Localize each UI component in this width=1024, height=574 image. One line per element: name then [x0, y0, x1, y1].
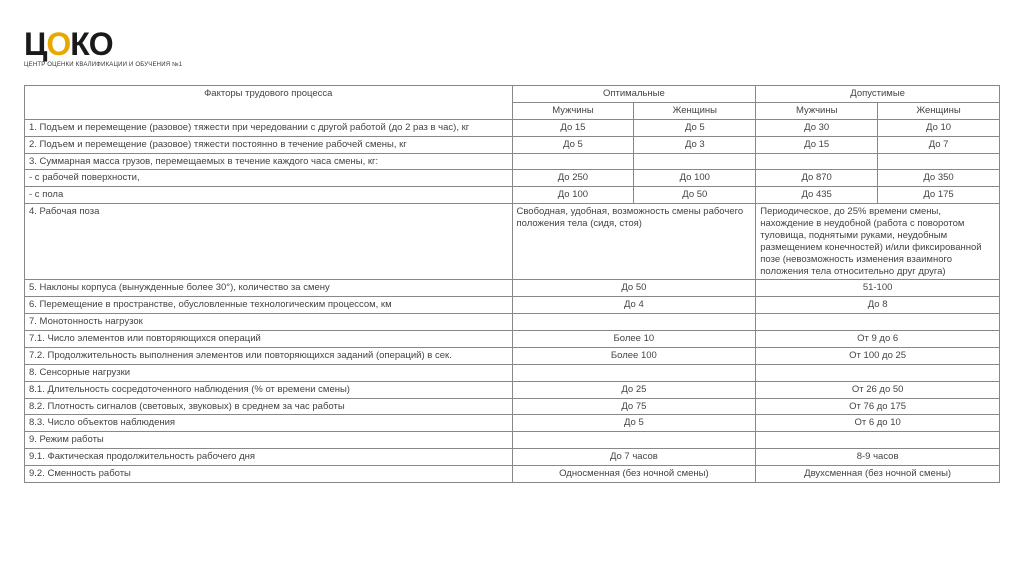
cell-value: Периодическое, до 25% времени смены, нах… [756, 204, 1000, 280]
th-opt-women: Женщины [634, 102, 756, 119]
cell-label: 6. Перемещение в пространстве, обусловле… [25, 297, 513, 314]
cell-label: 7.2. Продолжительность выполнения элемен… [25, 347, 513, 364]
th-acceptable: Допустимые [756, 86, 1000, 103]
logo-subtitle: ЦЕНТР ОЦЕНКИ КВАЛИФИКАЦИИ И ОБУЧЕНИЯ №1 [24, 62, 182, 68]
logo-text: ЦОКО [24, 28, 182, 60]
table-row: 2. Подъем и перемещение (разовое) тяжест… [25, 136, 1000, 153]
cell-value: До 5 [512, 136, 634, 153]
cell-value: До 350 [878, 170, 1000, 187]
cell-value: Односменная (без ночной смены) [512, 466, 756, 483]
cell-value: От 76 до 175 [756, 398, 1000, 415]
table-row: 7.2. Продолжительность выполнения элемен… [25, 347, 1000, 364]
th-factors: Факторы трудового процесса [25, 86, 513, 120]
cell-value: До 250 [512, 170, 634, 187]
cell-value: Свободная, удобная, возможность смены ра… [512, 204, 756, 280]
cell-label: - с пола [25, 187, 513, 204]
cell-label: 9.1. Фактическая продолжительность рабоч… [25, 449, 513, 466]
cell-value: До 7 часов [512, 449, 756, 466]
cell-value: До 4 [512, 297, 756, 314]
cell-value: До 435 [756, 187, 878, 204]
th-acc-men: Мужчины [756, 102, 878, 119]
cell-label: 3. Суммарная масса грузов, перемещаемых … [25, 153, 513, 170]
cell-label: 7.1. Число элементов или повторяющихся о… [25, 331, 513, 348]
cell-value: До 5 [512, 415, 756, 432]
cell-value: До 3 [634, 136, 756, 153]
cell-value: До 100 [634, 170, 756, 187]
factors-table: Факторы трудового процесса Оптимальные Д… [24, 85, 1000, 483]
table-row: 9.2. Сменность работы Односменная (без н… [25, 466, 1000, 483]
table-row: - с пола До 100 До 50 До 435 До 175 [25, 187, 1000, 204]
table-row: 6. Перемещение в пространстве, обусловле… [25, 297, 1000, 314]
cell-value [756, 153, 878, 170]
cell-value: Более 100 [512, 347, 756, 364]
table-row: 7. Монотонность нагрузок [25, 314, 1000, 331]
cell-value: До 50 [634, 187, 756, 204]
cell-label: 8.2. Плотность сигналов (световых, звуко… [25, 398, 513, 415]
cell-value: До 7 [878, 136, 1000, 153]
cell-value: До 8 [756, 297, 1000, 314]
cell-value [512, 153, 634, 170]
cell-value: 51-100 [756, 280, 1000, 297]
table-row: - с рабочей поверхности, До 250 До 100 Д… [25, 170, 1000, 187]
table-row: 7.1. Число элементов или повторяющихся о… [25, 331, 1000, 348]
logo-pre: Ц [24, 26, 46, 62]
th-opt-men: Мужчины [512, 102, 634, 119]
cell-value: До 75 [512, 398, 756, 415]
cell-label: 2. Подъем и перемещение (разовое) тяжест… [25, 136, 513, 153]
cell-label: 7. Монотонность нагрузок [25, 314, 513, 331]
cell-value: Более 10 [512, 331, 756, 348]
table-header-row-1: Факторы трудового процесса Оптимальные Д… [25, 86, 1000, 103]
cell-value: От 26 до 50 [756, 381, 1000, 398]
cell-value: До 15 [512, 119, 634, 136]
cell-value: До 10 [878, 119, 1000, 136]
table-container: Факторы трудового процесса Оптимальные Д… [0, 69, 1024, 483]
table-row: 9.1. Фактическая продолжительность рабоч… [25, 449, 1000, 466]
cell-value: До 30 [756, 119, 878, 136]
cell-label: 1. Подъем и перемещение (разовое) тяжест… [25, 119, 513, 136]
cell-value [756, 432, 1000, 449]
cell-value: От 9 до 6 [756, 331, 1000, 348]
th-optimal: Оптимальные [512, 86, 756, 103]
logo-post: КО [70, 26, 112, 62]
cell-value: От 100 до 25 [756, 347, 1000, 364]
logo-accent: О [46, 26, 70, 62]
cell-value [634, 153, 756, 170]
cell-label: 8. Сенсорные нагрузки [25, 364, 513, 381]
cell-value: До 50 [512, 280, 756, 297]
cell-value: До 870 [756, 170, 878, 187]
cell-value [512, 364, 756, 381]
logo-block: ЦОКО ЦЕНТР ОЦЕНКИ КВАЛИФИКАЦИИ И ОБУЧЕНИ… [0, 0, 1024, 69]
cell-label: 9.2. Сменность работы [25, 466, 513, 483]
cell-value [756, 314, 1000, 331]
table-row: 1. Подъем и перемещение (разовое) тяжест… [25, 119, 1000, 136]
table-row: 8.2. Плотность сигналов (световых, звуко… [25, 398, 1000, 415]
table-row: 8.3. Число объектов наблюдения До 5 От 6… [25, 415, 1000, 432]
cell-value: До 5 [634, 119, 756, 136]
cell-label: 4. Рабочая поза [25, 204, 513, 280]
cell-label: 8.1. Длительность сосредоточенного наблю… [25, 381, 513, 398]
cell-value [512, 314, 756, 331]
table-row: 3. Суммарная масса грузов, перемещаемых … [25, 153, 1000, 170]
cell-value: 8-9 часов [756, 449, 1000, 466]
table-row: 8. Сенсорные нагрузки [25, 364, 1000, 381]
table-row: 4. Рабочая поза Свободная, удобная, возм… [25, 204, 1000, 280]
cell-value: До 25 [512, 381, 756, 398]
table-row: 9. Режим работы [25, 432, 1000, 449]
table-row: 8.1. Длительность сосредоточенного наблю… [25, 381, 1000, 398]
cell-label: 9. Режим работы [25, 432, 513, 449]
cell-value: До 100 [512, 187, 634, 204]
table-row: 5. Наклоны корпуса (вынужденные более 30… [25, 280, 1000, 297]
cell-value: Двухсменная (без ночной смены) [756, 466, 1000, 483]
cell-value: От 6 до 10 [756, 415, 1000, 432]
cell-value: До 175 [878, 187, 1000, 204]
cell-value [756, 364, 1000, 381]
cell-value: До 15 [756, 136, 878, 153]
th-acc-women: Женщины [878, 102, 1000, 119]
cell-label: - с рабочей поверхности, [25, 170, 513, 187]
cell-value [512, 432, 756, 449]
cell-value [878, 153, 1000, 170]
cell-label: 8.3. Число объектов наблюдения [25, 415, 513, 432]
cell-label: 5. Наклоны корпуса (вынужденные более 30… [25, 280, 513, 297]
